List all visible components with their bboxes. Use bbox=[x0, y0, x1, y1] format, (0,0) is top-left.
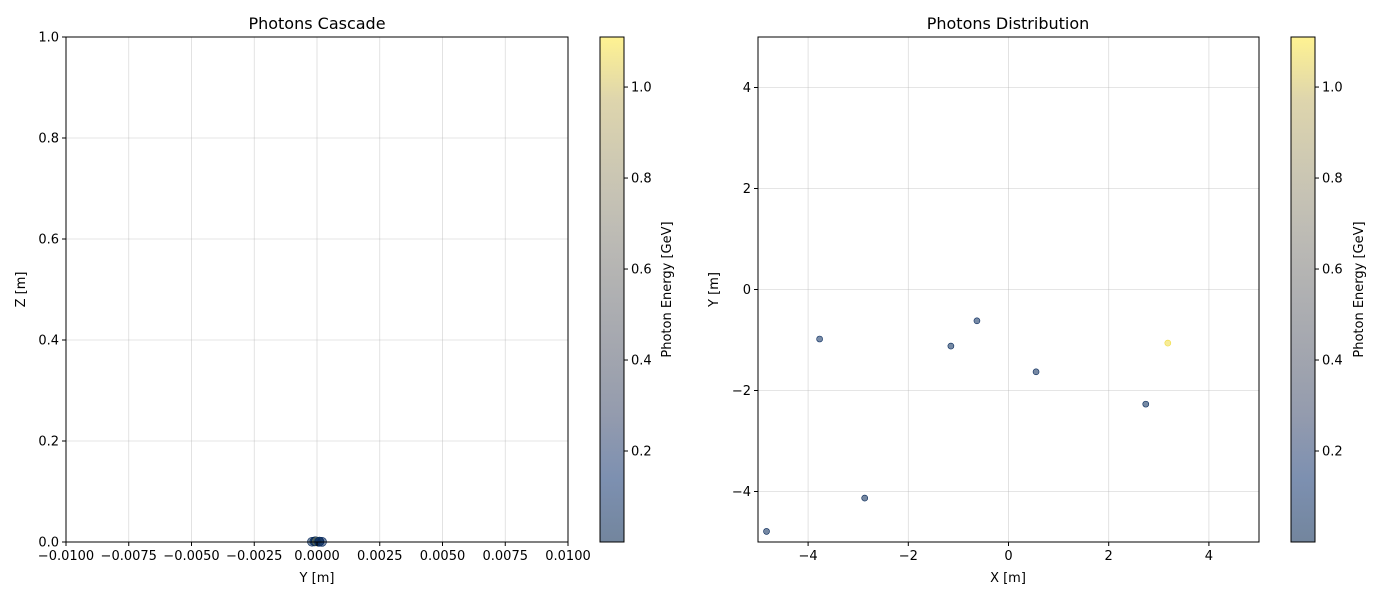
colorbar-tick-label: 1.0 bbox=[631, 81, 652, 96]
y-axis-ticks: −4 −2 0 2 4 bbox=[732, 81, 758, 500]
data-point bbox=[947, 342, 955, 350]
x-axis-label: Y [m] bbox=[299, 571, 335, 586]
data-point bbox=[1164, 339, 1172, 347]
colorbar-gradient bbox=[1291, 37, 1315, 542]
y-tick-label: 0 bbox=[743, 283, 751, 298]
y-axis-label: Z [m] bbox=[14, 272, 29, 308]
x-tick-label: −0.0075 bbox=[101, 549, 157, 564]
colorbar: 0.2 0.4 0.6 0.8 1.0 Photon Energy [GeV] bbox=[1290, 36, 1367, 543]
x-tick-label: 0.0050 bbox=[420, 549, 466, 564]
colorbar-frame bbox=[1290, 36, 1316, 543]
chart-photons-cascade: Photons Cascade −0.0100 −0.0075 −0.0050 −0.… bbox=[14, 14, 675, 586]
x-axis-ticks: −0.0100 −0.0075 −0.0050 −0.0025 0.0000 0.0025… bbox=[38, 542, 591, 564]
y-axis-ticks: 0.0 0.2 0.4 0.6 0.8 1.0 bbox=[38, 31, 66, 551]
x-tick-label: 0.0000 bbox=[294, 549, 340, 564]
colorbar-frame bbox=[599, 36, 625, 543]
y-tick-label: 0.6 bbox=[38, 233, 59, 248]
x-tick-label: 0 bbox=[1004, 549, 1012, 564]
data-point bbox=[816, 335, 823, 343]
colorbar-ticks: 0.2 0.4 0.6 0.8 1.0 bbox=[1315, 81, 1343, 460]
colorbar-tick-label: 0.4 bbox=[631, 354, 652, 369]
colorbar-tick-label: 0.6 bbox=[1322, 263, 1343, 278]
colorbar-label: Photon Energy [GeV] bbox=[660, 221, 675, 357]
y-tick-label: 0.2 bbox=[38, 435, 59, 450]
colorbar-tick-label: 1.0 bbox=[1322, 81, 1343, 96]
colorbar-tick-label: 0.8 bbox=[631, 172, 652, 187]
y-tick-label: −2 bbox=[732, 384, 751, 399]
colorbar-ticks: 0.2 0.4 0.6 0.8 1.0 bbox=[624, 81, 652, 460]
colorbar-gradient bbox=[600, 37, 624, 542]
data-point bbox=[973, 317, 981, 325]
x-tick-label: −0.0025 bbox=[226, 549, 282, 564]
colorbar-tick-label: 0.8 bbox=[1322, 172, 1343, 187]
grid bbox=[65, 36, 569, 543]
data-point bbox=[861, 494, 869, 502]
grid bbox=[758, 37, 1259, 542]
colorbar-label: Photon Energy [GeV] bbox=[1352, 221, 1367, 357]
colorbar-tick-label: 0.6 bbox=[631, 263, 652, 278]
y-tick-label: 0.4 bbox=[38, 334, 59, 349]
colorbar-tick-label: 0.4 bbox=[1322, 354, 1343, 369]
x-tick-label: −0.0050 bbox=[163, 549, 219, 564]
y-tick-label: −4 bbox=[732, 485, 751, 500]
data-point bbox=[1142, 400, 1150, 408]
y-tick-label: 0.8 bbox=[38, 132, 59, 147]
x-tick-label: −0.0100 bbox=[38, 549, 94, 564]
chart-title: Photons Distribution bbox=[927, 14, 1090, 33]
chart-photons-distribution: Photons Distribution −4 −2 0 2 4 −4 −2 0 2 4 X [… bbox=[707, 14, 1367, 586]
x-tick-label: 2 bbox=[1105, 549, 1113, 564]
data-point bbox=[763, 528, 770, 535]
y-tick-label: 2 bbox=[743, 182, 751, 197]
y-tick-label: 4 bbox=[743, 81, 751, 96]
colorbar-tick-label: 0.2 bbox=[1322, 445, 1343, 460]
x-tick-label: −4 bbox=[799, 549, 818, 564]
colorbar: 0.2 0.4 0.6 0.8 1.0 Photon Energy [GeV] bbox=[599, 36, 675, 543]
x-tick-label: −2 bbox=[899, 549, 918, 564]
x-axis-label: X [m] bbox=[990, 571, 1026, 586]
x-tick-label: 0.0075 bbox=[483, 549, 529, 564]
x-tick-label: 4 bbox=[1205, 549, 1213, 564]
x-tick-label: 0.0025 bbox=[357, 549, 403, 564]
y-tick-label: 0.0 bbox=[38, 536, 59, 551]
y-axis-label: Y [m] bbox=[707, 272, 722, 308]
scatter-points bbox=[763, 317, 1172, 535]
colorbar-tick-label: 0.2 bbox=[631, 445, 652, 460]
x-axis-ticks: −4 −2 0 2 4 bbox=[799, 542, 1213, 564]
y-tick-label: 1.0 bbox=[38, 31, 59, 46]
chart-title: Photons Cascade bbox=[248, 14, 385, 33]
x-tick-label: 0.0100 bbox=[545, 549, 591, 564]
data-point bbox=[1032, 368, 1040, 376]
